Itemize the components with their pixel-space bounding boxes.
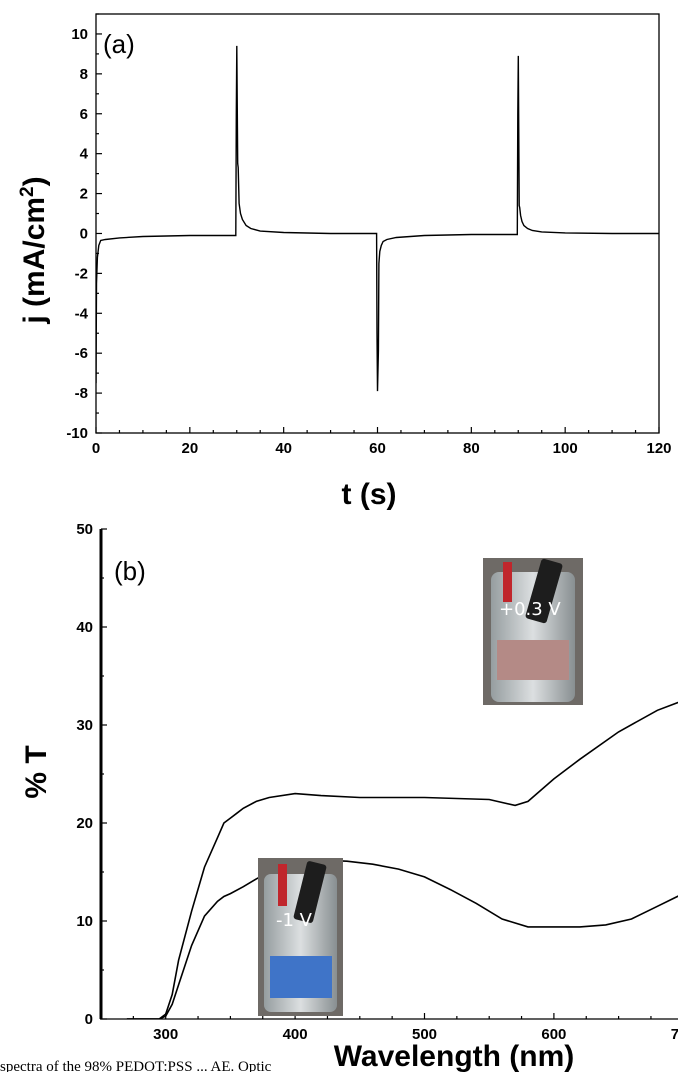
chart-b-x-tick-label: 300 bbox=[153, 1026, 178, 1043]
inset-photo-reduced-electrode-clip bbox=[293, 861, 327, 923]
chart-a-y-tick-label: -6 bbox=[75, 345, 88, 362]
chart-a-y-axis-title-main: j (mA/cm bbox=[18, 197, 51, 325]
chart-a-x-tick-label: 100 bbox=[553, 440, 578, 457]
chart-a-series-line bbox=[96, 45, 659, 392]
chart-a-x-tick-label: 0 bbox=[92, 440, 100, 457]
chart-a-panel-label: (a) bbox=[103, 29, 135, 59]
figure-caption-fragment: spectra of the 98% PEDOT:PSS ... AE. Opt… bbox=[0, 1059, 272, 1072]
chart-b-y-tick-label: 20 bbox=[76, 815, 93, 832]
chart-b-x-axis: 300 400 500 600 700 bbox=[100, 1013, 678, 1043]
chart-a: 0 20 40 60 80 100 120 -10 -8 -6 -4 -2 0 2 4 6 8 10 (a) t… bbox=[17, 13, 672, 511]
chart-a-y-tick-label: 10 bbox=[71, 26, 88, 43]
chart-b-x-tick-label: 700 bbox=[671, 1026, 678, 1043]
chart-a-y-tick-label: 4 bbox=[80, 146, 89, 163]
chart-b-y-tick-label: 10 bbox=[76, 913, 93, 930]
chart-b-y-tick-label: 50 bbox=[76, 521, 93, 538]
chart-a-x-tick-label: 20 bbox=[181, 440, 198, 457]
chart-b-panel-label: (b) bbox=[114, 556, 146, 586]
chart-b-y-tick-label: 0 bbox=[85, 1011, 93, 1028]
chart-a-x-tick-label: 120 bbox=[646, 440, 671, 457]
chart-b-series-upper-line bbox=[126, 701, 678, 1019]
inset-photo-oxidized-red-wire bbox=[503, 562, 512, 602]
chart-b-series-lower-line bbox=[126, 859, 678, 1019]
inset-photo-reduced: -1 V bbox=[258, 858, 343, 1016]
chart-b-y-tick-label: 40 bbox=[76, 619, 93, 636]
chart-a-y-axis-title-superscript: 2 bbox=[17, 186, 38, 197]
inset-photo-oxidized: +0.3 V bbox=[483, 558, 583, 705]
chart-b-y-axis: 0 10 20 30 40 50 bbox=[76, 521, 107, 1028]
chart-a-y-axis-title: j (mA/cm2) bbox=[17, 176, 51, 324]
inset-photo-oxidized-liquid bbox=[497, 640, 569, 680]
chart-a-y-tick-label: 0 bbox=[80, 225, 88, 242]
chart-a-x-tick-label: 40 bbox=[275, 440, 292, 457]
chart-a-x-tick-label: 80 bbox=[463, 440, 480, 457]
chart-b-x-axis-title: Wavelength (nm) bbox=[334, 1040, 575, 1072]
chart-b-x-tick-label: 600 bbox=[541, 1026, 566, 1043]
chart-b: 300 400 500 600 700 0 10 20 30 40 50 (b) Waveleng… bbox=[20, 521, 678, 1072]
inset-photo-reduced-red-wire bbox=[278, 864, 287, 906]
chart-a-y-tick-label: -2 bbox=[75, 265, 88, 282]
chart-a-x-axis: 0 20 40 60 80 100 120 bbox=[92, 427, 672, 457]
inset-photo-reduced-liquid bbox=[270, 956, 332, 998]
chart-a-y-tick-label: 2 bbox=[80, 186, 88, 203]
chart-a-x-axis-title: t (s) bbox=[342, 478, 397, 511]
inset-photo-reduced-label: -1 V bbox=[276, 910, 313, 931]
chart-a-y-tick-label: -4 bbox=[75, 305, 89, 322]
chart-a-x-tick-label: 60 bbox=[369, 440, 386, 457]
chart-a-y-axis: -10 -8 -6 -4 -2 0 2 4 6 8 10 bbox=[66, 13, 102, 442]
chart-a-y-tick-label: 8 bbox=[80, 66, 88, 83]
chart-a-y-axis-title-suffix: ) bbox=[18, 176, 51, 186]
chart-b-y-axis-title: % T bbox=[20, 745, 53, 798]
chart-a-y-tick-label: -8 bbox=[75, 385, 88, 402]
chart-b-x-tick-label: 500 bbox=[412, 1026, 437, 1043]
chart-b-x-tick-label: 400 bbox=[283, 1026, 308, 1043]
chart-a-y-tick-label: -10 bbox=[66, 425, 88, 442]
inset-photo-oxidized-electrode-clip bbox=[525, 558, 563, 624]
inset-photo-oxidized-label: +0.3 V bbox=[499, 599, 561, 620]
chart-a-y-tick-label: 6 bbox=[80, 106, 88, 123]
chart-b-y-tick-label: 30 bbox=[76, 717, 93, 734]
